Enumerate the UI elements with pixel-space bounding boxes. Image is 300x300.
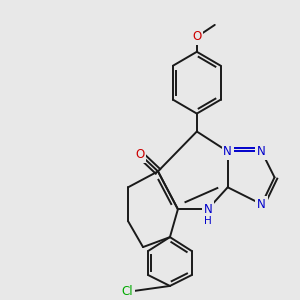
Text: O: O xyxy=(192,30,202,44)
Text: O: O xyxy=(135,148,145,161)
Text: N: N xyxy=(223,145,232,158)
Text: N: N xyxy=(203,203,212,216)
Text: H: H xyxy=(204,216,212,226)
Text: N: N xyxy=(257,198,266,211)
Text: N: N xyxy=(257,145,266,158)
Text: Cl: Cl xyxy=(121,285,133,298)
